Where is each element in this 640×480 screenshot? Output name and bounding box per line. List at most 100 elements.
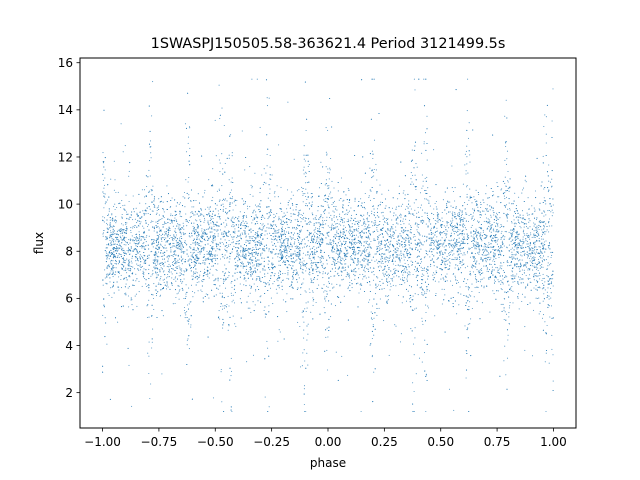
data-point bbox=[360, 198, 362, 200]
data-point bbox=[143, 268, 145, 270]
data-point bbox=[219, 162, 221, 164]
data-point bbox=[533, 236, 535, 238]
data-point bbox=[335, 252, 337, 254]
data-point bbox=[207, 266, 209, 268]
data-point bbox=[542, 278, 544, 280]
data-point bbox=[389, 255, 391, 257]
data-point bbox=[109, 230, 112, 232]
data-point bbox=[305, 172, 307, 174]
data-point bbox=[222, 305, 224, 307]
data-point bbox=[276, 213, 278, 215]
data-point bbox=[433, 248, 435, 250]
data-point bbox=[495, 222, 498, 224]
data-point bbox=[535, 285, 537, 287]
data-point bbox=[200, 270, 202, 272]
data-point bbox=[236, 271, 238, 273]
data-point bbox=[156, 271, 158, 273]
data-point bbox=[244, 277, 246, 280]
data-point bbox=[253, 264, 255, 266]
data-point bbox=[408, 251, 411, 253]
data-point bbox=[203, 247, 205, 250]
data-point bbox=[313, 223, 315, 225]
data-point bbox=[385, 258, 387, 261]
data-point bbox=[317, 210, 319, 212]
data-point bbox=[345, 248, 347, 250]
data-point bbox=[533, 256, 535, 258]
data-point bbox=[236, 252, 238, 254]
data-point bbox=[443, 225, 445, 227]
data-point bbox=[195, 257, 197, 259]
data-point bbox=[340, 224, 342, 226]
data-point bbox=[512, 281, 514, 283]
data-point bbox=[456, 279, 458, 282]
data-point bbox=[310, 267, 312, 269]
data-point bbox=[486, 210, 488, 212]
data-point bbox=[449, 258, 451, 260]
data-point bbox=[304, 160, 306, 162]
data-point bbox=[104, 169, 106, 171]
data-point bbox=[435, 200, 437, 203]
data-point bbox=[114, 243, 116, 245]
data-point bbox=[343, 232, 345, 234]
data-point bbox=[541, 242, 543, 244]
data-point bbox=[230, 357, 232, 359]
data-point bbox=[325, 243, 328, 245]
data-point bbox=[274, 191, 276, 193]
data-point bbox=[503, 245, 505, 247]
data-point bbox=[151, 115, 153, 117]
data-point bbox=[325, 200, 327, 202]
data-point bbox=[514, 242, 517, 244]
data-point bbox=[537, 258, 540, 260]
data-point bbox=[394, 324, 396, 326]
data-point bbox=[170, 236, 172, 239]
data-point bbox=[148, 284, 150, 286]
data-point bbox=[128, 239, 130, 241]
data-point bbox=[254, 244, 256, 246]
data-point bbox=[301, 191, 303, 193]
data-point bbox=[368, 231, 370, 233]
data-point bbox=[509, 207, 511, 210]
data-point bbox=[474, 287, 476, 289]
data-point bbox=[186, 344, 188, 346]
data-point bbox=[132, 225, 134, 227]
data-point bbox=[223, 124, 225, 127]
data-point bbox=[379, 245, 381, 247]
data-point bbox=[531, 261, 533, 263]
data-point bbox=[372, 270, 374, 273]
data-point bbox=[283, 229, 285, 232]
data-point bbox=[260, 222, 262, 225]
data-point bbox=[122, 230, 124, 232]
data-point bbox=[181, 270, 183, 272]
data-point bbox=[270, 238, 272, 240]
data-point bbox=[494, 236, 496, 238]
data-point bbox=[462, 229, 464, 231]
data-point bbox=[485, 261, 487, 263]
data-point bbox=[444, 260, 447, 262]
data-point bbox=[239, 251, 242, 253]
data-point bbox=[402, 220, 404, 222]
data-point bbox=[302, 352, 304, 354]
data-point bbox=[247, 307, 249, 309]
data-point bbox=[287, 269, 289, 272]
data-point bbox=[516, 273, 518, 275]
data-point bbox=[245, 241, 247, 243]
data-point bbox=[450, 205, 452, 207]
data-point bbox=[312, 291, 314, 293]
data-point bbox=[322, 257, 325, 259]
data-point bbox=[249, 166, 251, 168]
data-point bbox=[170, 249, 172, 251]
data-point bbox=[103, 207, 105, 209]
data-point bbox=[454, 277, 457, 279]
data-point bbox=[489, 220, 491, 222]
data-point bbox=[539, 257, 542, 259]
data-point bbox=[453, 248, 455, 250]
data-point bbox=[152, 294, 154, 296]
data-point bbox=[353, 249, 355, 251]
data-point bbox=[421, 317, 423, 319]
data-point bbox=[329, 226, 331, 228]
data-point bbox=[259, 278, 261, 280]
data-point bbox=[128, 269, 130, 271]
data-point bbox=[152, 240, 155, 242]
data-point bbox=[285, 249, 287, 251]
data-point bbox=[307, 251, 310, 253]
